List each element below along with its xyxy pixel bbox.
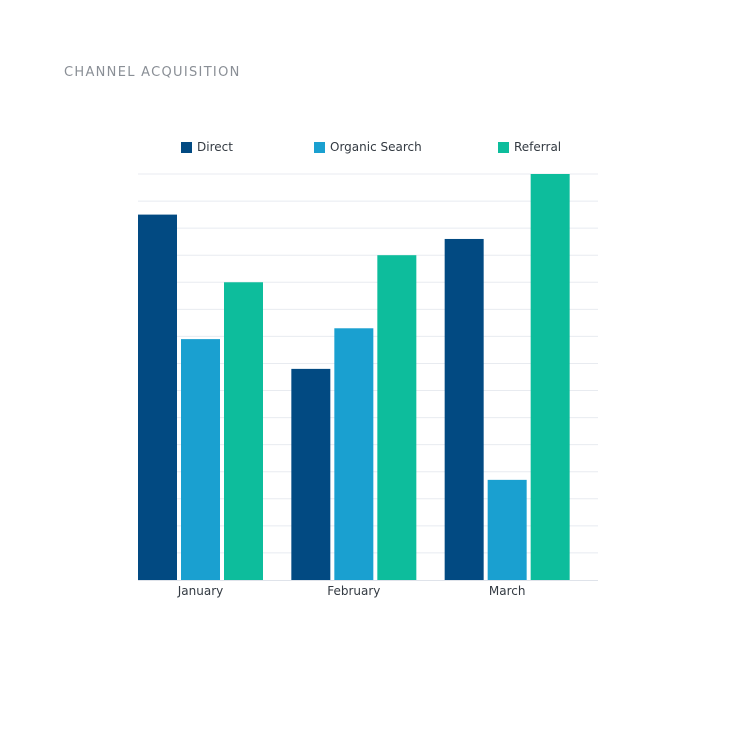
legend: Direct Organic Search Referral — [0, 138, 736, 156]
legend-item-direct: Direct — [181, 138, 233, 156]
legend-swatch-direct — [181, 141, 192, 153]
legend-label-direct: Direct — [197, 140, 233, 154]
bar-referral-march — [530, 174, 570, 580]
bar-direct-february — [291, 368, 331, 580]
bar-referral-february — [377, 255, 417, 580]
legend-label-referral: Referral — [514, 140, 562, 154]
chart-title: CHANNEL ACQUISITION — [64, 65, 241, 80]
bar-organic-search-march — [487, 479, 527, 580]
bar-referral-january — [224, 282, 263, 580]
legend-swatch-organic-search — [314, 141, 325, 153]
legend-item-referral: Referral — [498, 138, 561, 156]
bar-direct-january — [138, 214, 177, 580]
x-tick-label: February — [327, 584, 380, 598]
legend-item-organic-search: Organic Search — [314, 138, 422, 156]
x-tick-label: January — [177, 584, 224, 598]
legend-label-organic-search: Organic Search — [330, 140, 422, 154]
bar-organic-search-february — [334, 328, 374, 580]
bar-direct-march — [444, 238, 484, 580]
x-tick-label: March — [489, 584, 526, 598]
legend-swatch-referral — [498, 141, 509, 153]
bar-organic-search-january — [181, 339, 220, 580]
